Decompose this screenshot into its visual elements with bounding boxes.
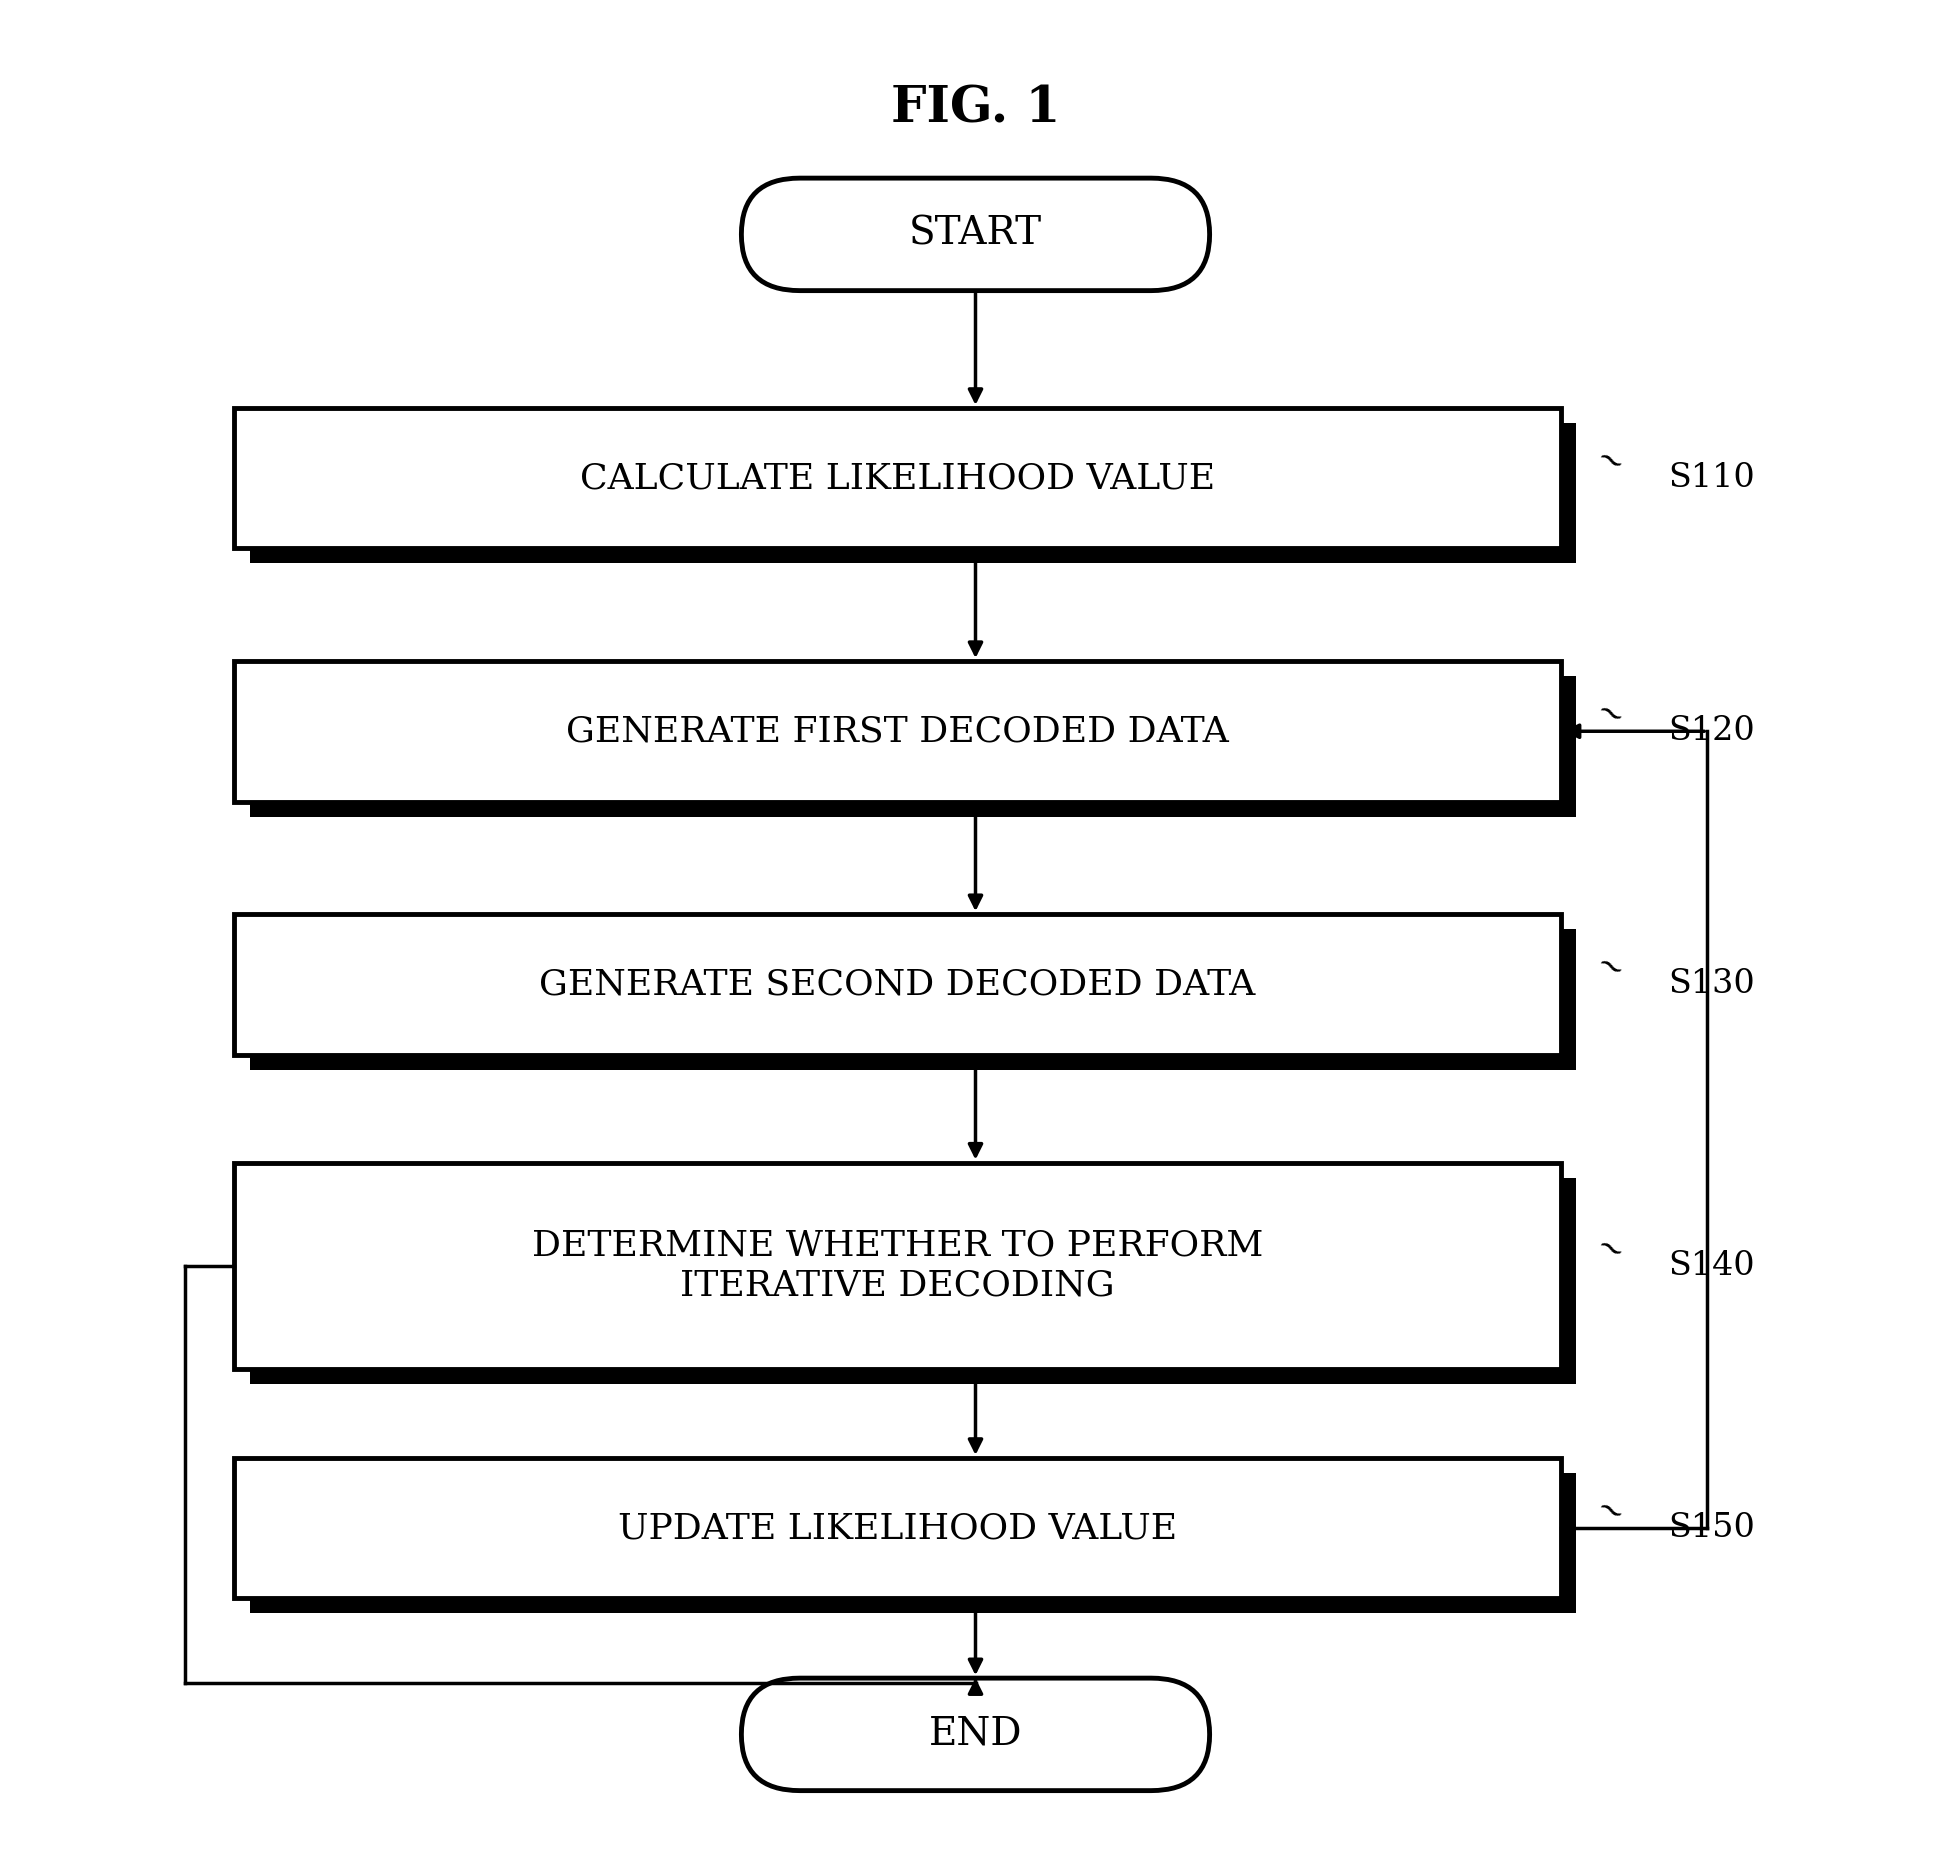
Text: CALCULATE LIKELIHOOD VALUE: CALCULATE LIKELIHOOD VALUE bbox=[579, 461, 1215, 495]
Text: UPDATE LIKELIHOOD VALUE: UPDATE LIKELIHOOD VALUE bbox=[618, 1511, 1176, 1545]
Bar bbox=[234, 915, 1561, 1054]
Text: S150: S150 bbox=[1668, 1511, 1756, 1545]
Bar bbox=[234, 660, 1561, 802]
Bar bbox=[234, 1459, 1561, 1598]
Text: ~: ~ bbox=[1590, 442, 1629, 484]
Bar bbox=[234, 1162, 1561, 1369]
Bar bbox=[250, 422, 1576, 562]
Text: ~: ~ bbox=[1590, 1230, 1629, 1271]
Text: S130: S130 bbox=[1668, 968, 1754, 1001]
Text: S120: S120 bbox=[1668, 714, 1754, 748]
Text: START: START bbox=[909, 216, 1042, 253]
Bar bbox=[250, 1474, 1576, 1612]
Text: ~: ~ bbox=[1590, 1492, 1629, 1534]
Text: GENERATE SECOND DECODED DATA: GENERATE SECOND DECODED DATA bbox=[538, 968, 1256, 1001]
Text: S110: S110 bbox=[1668, 461, 1754, 495]
Text: FIG. 1: FIG. 1 bbox=[892, 84, 1059, 133]
Bar bbox=[250, 1178, 1576, 1384]
Bar bbox=[250, 675, 1576, 818]
FancyBboxPatch shape bbox=[741, 178, 1210, 291]
Bar bbox=[250, 930, 1576, 1069]
Text: DETERMINE WHETHER TO PERFORM
ITERATIVE DECODING: DETERMINE WHETHER TO PERFORM ITERATIVE D… bbox=[533, 1228, 1262, 1303]
FancyBboxPatch shape bbox=[741, 1678, 1210, 1791]
Text: GENERATE FIRST DECODED DATA: GENERATE FIRST DECODED DATA bbox=[566, 714, 1229, 748]
Text: ~: ~ bbox=[1590, 696, 1629, 737]
Text: END: END bbox=[929, 1716, 1022, 1753]
Text: ~: ~ bbox=[1590, 949, 1629, 990]
Text: S140: S140 bbox=[1668, 1249, 1754, 1282]
Bar bbox=[234, 407, 1561, 548]
